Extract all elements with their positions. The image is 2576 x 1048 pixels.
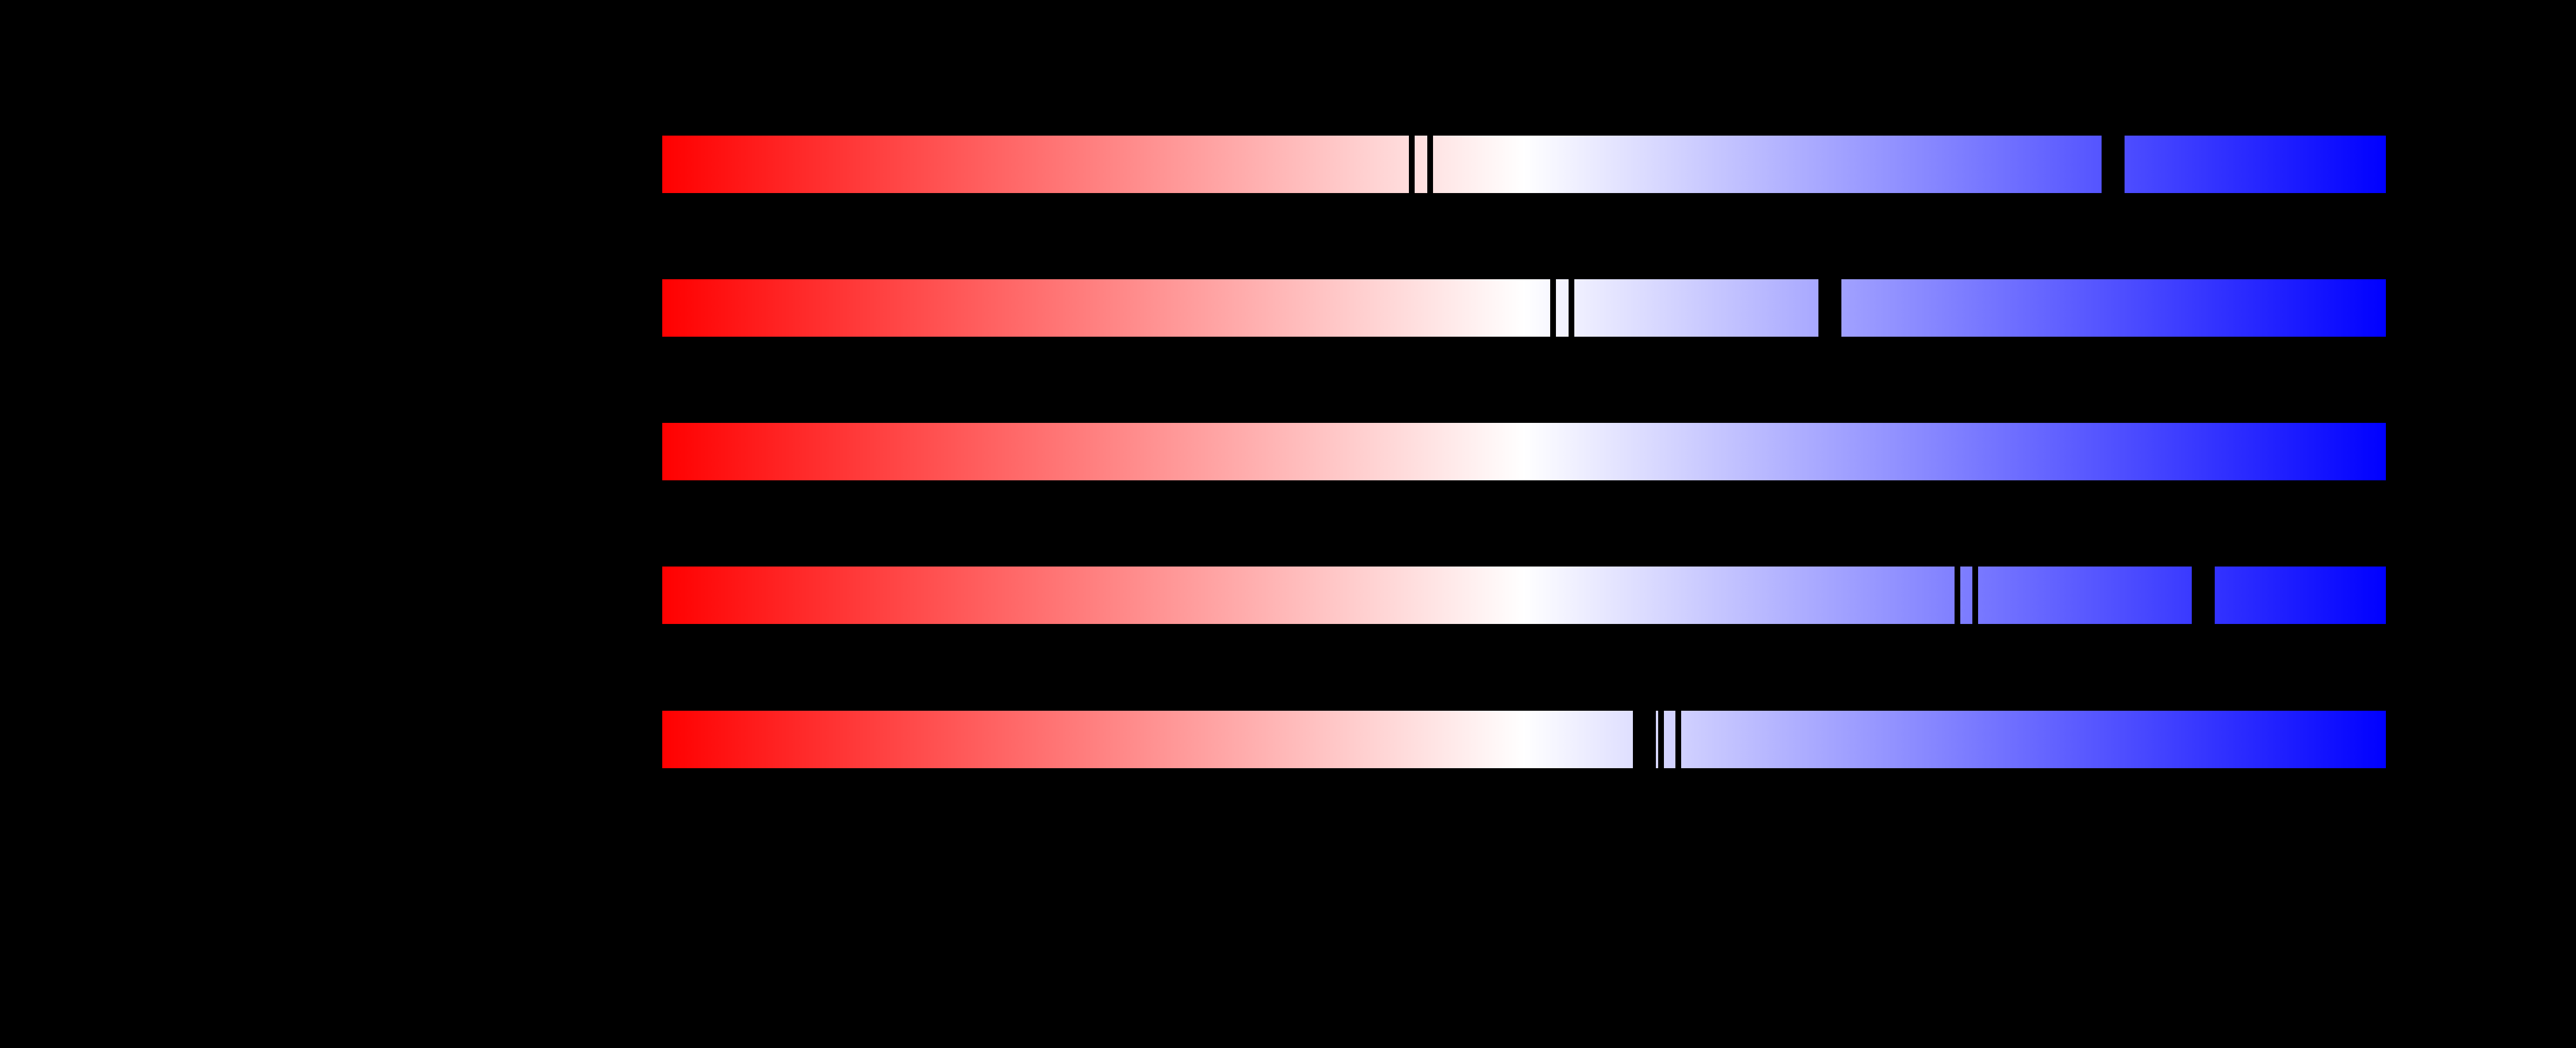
thin-line-marker-row-2-2 xyxy=(1569,279,1574,337)
thin-line-marker-row-5-1 xyxy=(1658,711,1664,768)
gradient-bar-row-5 xyxy=(662,711,2386,768)
gradient-bar-row-1 xyxy=(662,136,2386,193)
thin-line-marker-row-4-1 xyxy=(1955,567,1960,624)
wide-gap-marker-row-4 xyxy=(2192,567,2215,624)
wide-gap-marker-row-1 xyxy=(2102,136,2125,193)
thin-line-marker-row-5-2 xyxy=(1675,711,1681,768)
gradient-bar-row-4 xyxy=(662,567,2386,624)
gradient-bar-row-2 xyxy=(662,279,2386,337)
gradient-bar-row-3 xyxy=(662,423,2386,480)
wide-gap-marker-row-5 xyxy=(1633,711,1656,768)
thin-line-marker-row-4-2 xyxy=(1972,567,1978,624)
thin-line-marker-row-1-1 xyxy=(1409,136,1415,193)
thin-line-marker-row-1-2 xyxy=(1427,136,1433,193)
thin-line-marker-row-2-1 xyxy=(1550,279,1556,337)
wide-gap-marker-row-2 xyxy=(1818,279,1841,337)
